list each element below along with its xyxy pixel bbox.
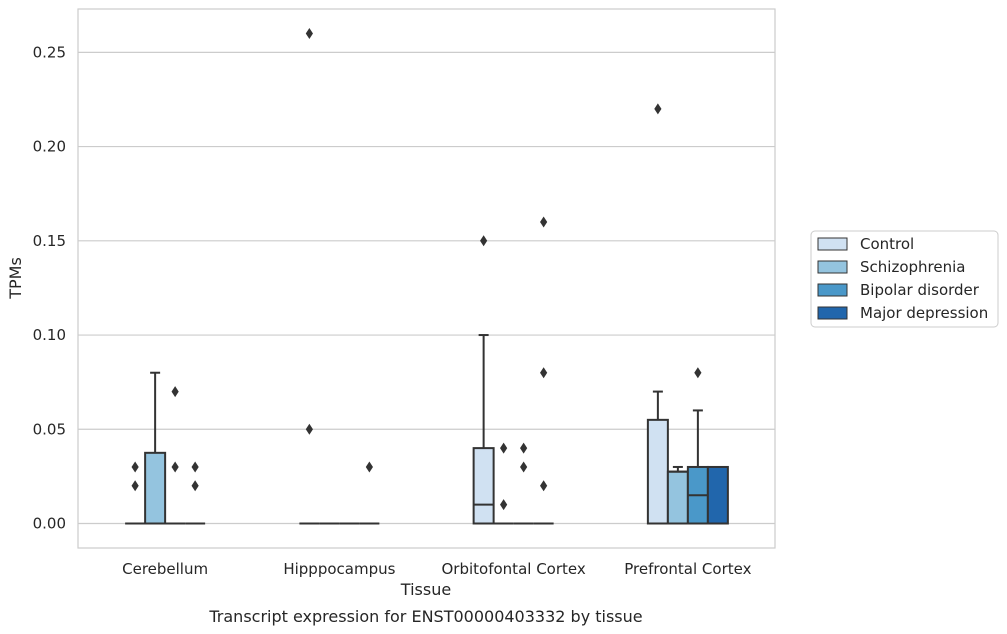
box	[646, 418, 669, 525]
outlier-marker	[191, 461, 199, 473]
box-group	[493, 442, 514, 525]
outlier-marker	[520, 461, 528, 473]
outlier-marker	[500, 442, 508, 454]
outlier-marker	[540, 480, 548, 492]
legend-label: Major depression	[860, 304, 988, 322]
legend-label: Control	[860, 235, 914, 253]
outlier-marker	[694, 367, 702, 379]
outlier-marker	[171, 386, 179, 398]
x-tick-label: Orbitofontal Cortex	[442, 560, 586, 578]
outlier-marker	[520, 442, 528, 454]
legend-frame	[810, 230, 999, 328]
box-group	[144, 371, 167, 525]
legend-label: Schizophrenia	[860, 258, 965, 276]
box-group	[299, 28, 320, 525]
legend-label: Bipolar disorder	[860, 281, 980, 299]
box	[666, 470, 689, 525]
outlier-marker	[500, 499, 508, 511]
box	[706, 465, 729, 525]
y-tick-label: 0.25	[33, 43, 66, 61]
x-tick-label: Cerebellum	[122, 560, 208, 578]
outlier-marker	[540, 367, 548, 379]
y-axis-label: TPMs	[6, 257, 25, 300]
y-tick-label: 0.15	[33, 232, 66, 250]
legend-swatch	[817, 260, 848, 274]
outlier-marker	[365, 461, 373, 473]
outlier-marker	[540, 216, 548, 228]
x-tick-label: Hipppocampus	[283, 560, 395, 578]
box-group	[125, 461, 146, 525]
box	[144, 451, 167, 525]
box-group	[472, 235, 495, 525]
outlier-marker	[305, 423, 313, 435]
box-group	[646, 103, 669, 525]
outlier-marker	[131, 461, 139, 473]
boxes-layer	[125, 28, 729, 525]
grid-lines	[78, 51, 775, 525]
plot-frame	[77, 8, 776, 549]
box-group	[165, 386, 186, 525]
y-tick-label: 0.05	[33, 420, 66, 438]
outlier-marker	[480, 235, 488, 247]
box-group	[666, 465, 689, 525]
outlier-marker	[654, 103, 662, 115]
outlier-marker	[131, 480, 139, 492]
y-tick-label: 0.00	[33, 515, 66, 533]
box-group	[686, 367, 709, 525]
legend: Control Schizophrenia Bipolar disorder Majo…	[810, 230, 999, 328]
x-tick-labels: Cerebellum Hipppocampus Orbitofontal Corte…	[122, 560, 751, 578]
box-group	[185, 461, 206, 525]
box-group	[706, 465, 729, 525]
chart-caption: Transcript expression for ENST0000040333…	[208, 607, 642, 626]
x-tick-label: Prefrontal Cortex	[624, 560, 751, 578]
legend-swatch	[817, 237, 848, 251]
x-axis-label: Tissue	[400, 580, 451, 599]
box-group	[359, 461, 380, 525]
box-group	[513, 442, 534, 525]
legend-swatch	[817, 306, 848, 320]
box-group	[533, 216, 554, 525]
outlier-marker	[191, 480, 199, 492]
outlier-marker	[305, 28, 313, 39]
y-tick-label: 0.10	[33, 326, 66, 344]
legend-swatch	[817, 283, 848, 297]
outlier-marker	[171, 461, 179, 473]
y-tick-labels: 0.00 0.05 0.10 0.15 0.20 0.25	[33, 43, 66, 532]
box	[472, 447, 495, 525]
y-tick-label: 0.20	[33, 138, 66, 156]
